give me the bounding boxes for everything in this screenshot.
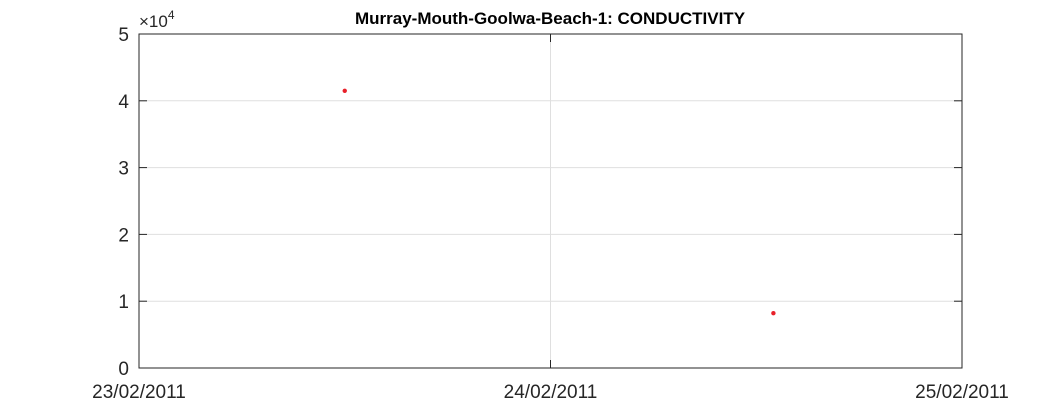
y-tick-label: 2: [118, 225, 129, 246]
multiplier-exponent: 4: [168, 8, 175, 22]
y-tick-label: 5: [118, 25, 129, 46]
y-tick-label: 1: [118, 292, 129, 313]
y-axis-multiplier: ×104: [139, 8, 175, 31]
chart-title: Murray-Mouth-Goolwa-Beach-1: CONDUCTIVIT…: [355, 9, 746, 28]
y-tick-label: 4: [118, 92, 129, 113]
tick-labels: 0 1 2 3 4 5 23/02/2011 24/02/2011 25/02/2011: [92, 25, 1009, 403]
data-points: [342, 88, 776, 316]
x-tick-label: 24/02/2011: [504, 382, 598, 403]
y-tick-label: 3: [118, 159, 129, 180]
y-tick-label: 0: [118, 359, 129, 380]
x-tick-label: 23/02/2011: [92, 382, 186, 403]
data-point: [342, 88, 347, 93]
x-tick-label: 25/02/2011: [915, 382, 1009, 403]
axes-box: [138, 33, 963, 369]
multiplier-base: ×10: [139, 12, 168, 31]
data-point: [771, 311, 776, 316]
